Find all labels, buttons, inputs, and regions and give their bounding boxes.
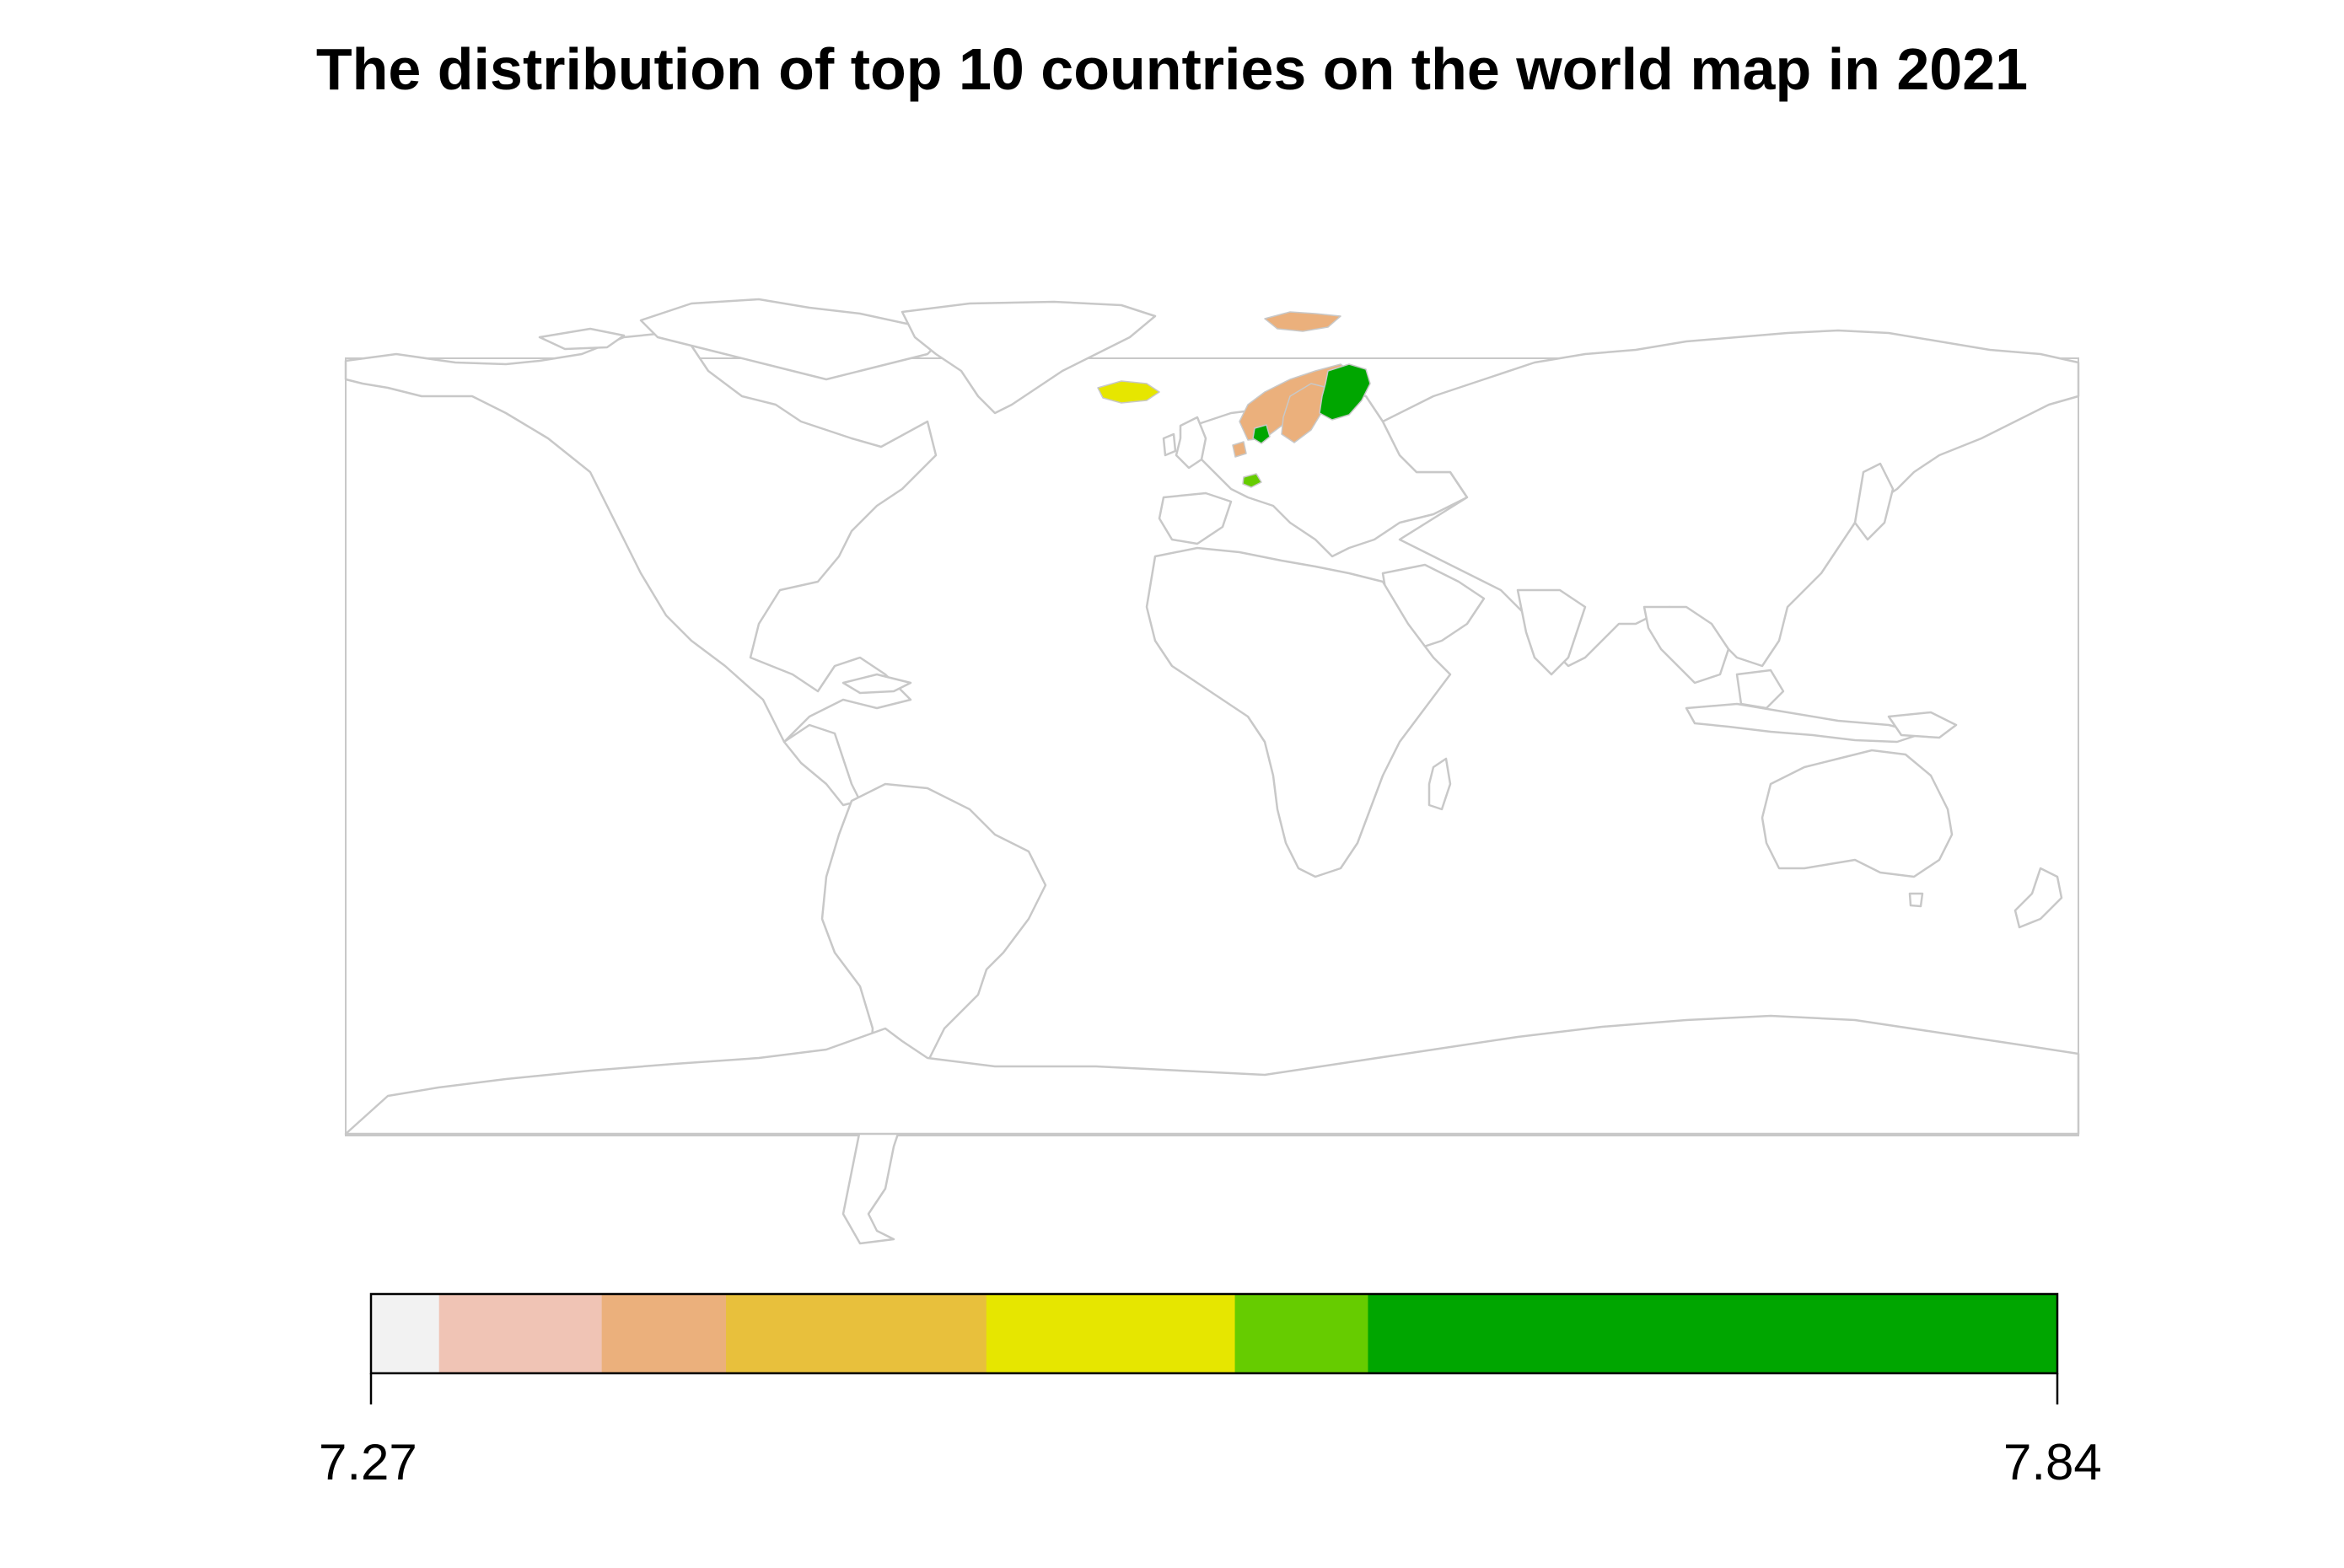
legend-bin-2: [438, 1294, 603, 1373]
iceland-region: [1097, 380, 1160, 404]
legend-frame: [369, 1292, 2059, 1375]
africa: [1145, 546, 1452, 878]
ireland: [1162, 432, 1177, 457]
south-america: [820, 782, 1047, 1245]
netherlands-region: [1232, 441, 1247, 458]
iberia: [1158, 491, 1233, 545]
greenland: [901, 300, 1157, 415]
india: [1516, 588, 1587, 676]
legend-bin-3: [601, 1294, 727, 1373]
north-america-landmass: [344, 331, 938, 744]
legend-bin-1: [371, 1294, 440, 1373]
map-frame: [345, 357, 2079, 1136]
antarctica: [344, 1014, 2080, 1136]
finland-region: [1319, 363, 1371, 421]
arctic-islands: [639, 298, 946, 381]
map-title: The distribution of top 10 countries on …: [315, 36, 2029, 102]
australia: [1761, 749, 1954, 878]
legend-bin-5: [986, 1294, 1236, 1373]
central-america: [782, 723, 862, 807]
great-britain: [1175, 416, 1207, 470]
legend-bin-4: [726, 1294, 987, 1373]
new-zealand: [2013, 867, 2063, 929]
borneo: [1735, 669, 1785, 710]
japan: [1853, 462, 1895, 541]
madagascar: [1427, 757, 1452, 811]
denmark-region: [1252, 424, 1271, 444]
switzerland-region: [1242, 473, 1262, 488]
arctic-island-west: [538, 327, 626, 351]
tasmania: [1908, 892, 1924, 908]
legend-bin-6: [1234, 1294, 1368, 1373]
legend-bin-7: [1368, 1294, 2058, 1373]
asia-landmass: [1381, 329, 2080, 668]
cuba: [841, 673, 912, 695]
legend-min-label: 7.27: [319, 1434, 417, 1490]
legend-bar: [371, 1294, 2058, 1373]
sweden-region: [1281, 383, 1329, 443]
southeast-asia: [1642, 605, 1730, 685]
indonesia: [1685, 702, 1924, 744]
new-guinea: [1887, 711, 1958, 739]
legend-max-label: 7.84: [2003, 1434, 2102, 1490]
svalbard-region: [1264, 311, 1341, 332]
